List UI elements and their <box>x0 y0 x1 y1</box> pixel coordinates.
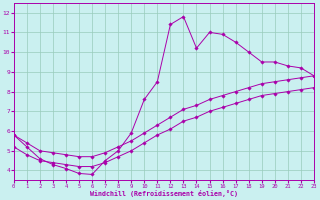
X-axis label: Windchill (Refroidissement éolien,°C): Windchill (Refroidissement éolien,°C) <box>90 190 238 197</box>
